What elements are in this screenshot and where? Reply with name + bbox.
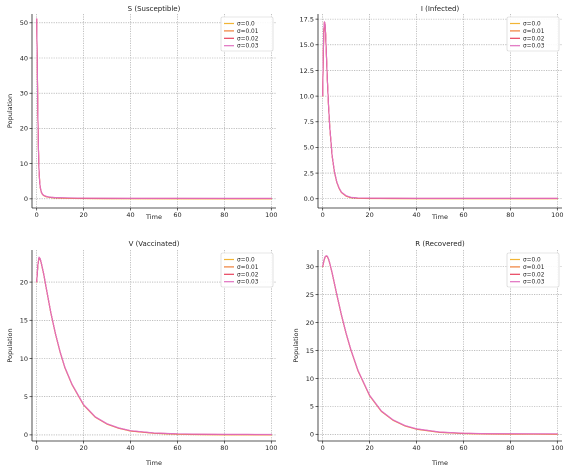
legend-entry: σ=0.03 <box>523 44 545 50</box>
x-tick-label: 100 <box>265 444 277 452</box>
legend-entry: σ=0.02 <box>237 36 259 42</box>
x-tick-label: 20 <box>365 211 373 219</box>
y-tick-label: 0 <box>310 431 314 439</box>
legend-box <box>506 16 560 52</box>
y-tick-label: 10 <box>306 375 314 383</box>
legend-entry: σ=0.0 <box>237 22 255 28</box>
legend: σ=0.0σ=0.01σ=0.02 σ=0.03 <box>506 16 560 52</box>
x-axis-label: Time <box>145 459 162 467</box>
legend-entry: σ=0.03 <box>237 280 259 286</box>
y-tick-label: 5 <box>310 403 314 411</box>
x-axis-label: Time <box>145 213 162 221</box>
y-tick-label: 10 <box>20 160 28 168</box>
x-tick-label: 60 <box>173 444 181 452</box>
y-tick-label: 30 <box>306 263 314 271</box>
y-tick-label: 17.5 <box>300 15 314 23</box>
chart-title: I (Infected) <box>421 5 460 13</box>
x-tick-label: 100 <box>551 444 563 452</box>
panel-1: 0 20 40 60 80 100 0 10 20 30 40 50 S (Susceptible) Ti… <box>6 5 278 221</box>
legend-entry: σ=0.02 <box>523 272 545 278</box>
legend-entry: σ=0.03 <box>237 44 259 50</box>
x-tick-label: 60 <box>459 444 467 452</box>
y-tick-label: 50 <box>20 19 28 27</box>
x-tick-label: 100 <box>551 211 563 219</box>
x-tick-label: 20 <box>79 211 87 219</box>
x-tick-label: 60 <box>173 211 181 219</box>
y-axis-label: Population <box>6 328 14 362</box>
chart-title: R (Recovered) <box>415 240 465 248</box>
y-tick-label: 0 <box>24 195 28 203</box>
x-tick-label: 0 <box>35 211 39 219</box>
legend: σ=0.0σ=0.01σ=0.02 σ=0.03 <box>220 16 274 52</box>
series-line-4 <box>36 256 272 435</box>
y-axis-label: Population <box>292 328 300 362</box>
legend-entry: σ=0.02 <box>237 272 259 278</box>
y-tick-label: 5.0 <box>304 144 314 152</box>
x-tick-label: 40 <box>126 211 134 219</box>
x-tick-label: 80 <box>220 211 228 219</box>
y-axis-label: Population <box>6 94 14 128</box>
x-tick-label: 80 <box>506 211 514 219</box>
y-tick-label: 30 <box>20 90 28 98</box>
legend-entry: σ=0.01 <box>237 29 259 35</box>
y-tick-label: 15 <box>20 317 28 325</box>
legend: σ=0.0σ=0.01σ=0.02 σ=0.03 <box>506 252 560 288</box>
y-tick-label: 40 <box>20 54 28 62</box>
x-tick-label: 40 <box>412 444 420 452</box>
x-tick-label: 20 <box>79 444 87 452</box>
series-line-4 <box>322 255 558 435</box>
y-tick-label: 7.5 <box>304 118 314 126</box>
y-tick-label: 5 <box>24 393 28 401</box>
legend-box <box>220 252 274 288</box>
x-tick-label: 0 <box>321 211 325 219</box>
x-tick-label: 40 <box>412 211 420 219</box>
x-tick-label: 0 <box>35 444 39 452</box>
chart-title: S (Susceptible) <box>128 5 181 13</box>
legend-entry: σ=0.0 <box>237 258 255 264</box>
y-tick-label: 20 <box>20 278 28 286</box>
legend-entry: σ=0.0 <box>523 22 541 28</box>
x-tick-label: 60 <box>459 211 467 219</box>
legend-entry: σ=0.01 <box>523 29 545 35</box>
series-line-4 <box>36 18 272 199</box>
x-tick-label: 0 <box>321 444 325 452</box>
y-tick-label: 15 <box>306 347 314 355</box>
panel-3: 0 20 40 60 80 100 0 5 10 15 20 V (Vaccinated) Time Po… <box>6 240 278 467</box>
x-tick-label: 80 <box>220 444 228 452</box>
legend-entry: σ=0.01 <box>523 265 545 271</box>
legend-entry: σ=0.02 <box>523 36 545 42</box>
legend: σ=0.0σ=0.01σ=0.02 σ=0.03 <box>220 252 274 288</box>
y-tick-label: 0.0 <box>304 195 314 203</box>
y-tick-label: 10.0 <box>300 92 314 100</box>
y-tick-label: 20 <box>20 125 28 133</box>
x-tick-label: 100 <box>265 211 277 219</box>
panel-2: 0 20 40 60 80 100 0.0 2.5 5.0 7.5 10.0 12.5 15.0 17.5… <box>300 5 564 221</box>
x-tick-label: 20 <box>365 444 373 452</box>
legend-entry: σ=0.0 <box>523 258 541 264</box>
y-tick-label: 20 <box>306 319 314 327</box>
y-tick-label: 15.0 <box>300 41 314 49</box>
legend-entry: σ=0.01 <box>237 265 259 271</box>
y-tick-label: 2.5 <box>304 169 314 177</box>
x-axis-label: Time <box>431 459 448 467</box>
legend-box <box>506 252 560 288</box>
series-line-4 <box>322 21 558 199</box>
gridlines <box>318 14 562 208</box>
y-tick-label: 12.5 <box>300 67 314 75</box>
legend-entry: σ=0.03 <box>523 280 545 286</box>
x-axis-label: Time <box>431 213 448 221</box>
legend-box <box>220 16 274 52</box>
panel-4: 0 20 40 60 80 100 0 5 10 15 20 25 30 R (Recovered) Tim… <box>292 240 564 467</box>
y-tick-label: 10 <box>20 355 28 363</box>
chart-title: V (Vaccinated) <box>129 240 180 248</box>
x-tick-label: 80 <box>506 444 514 452</box>
y-tick-label: 0 <box>24 431 28 439</box>
x-tick-label: 40 <box>126 444 134 452</box>
y-tick-label: 25 <box>306 291 314 299</box>
